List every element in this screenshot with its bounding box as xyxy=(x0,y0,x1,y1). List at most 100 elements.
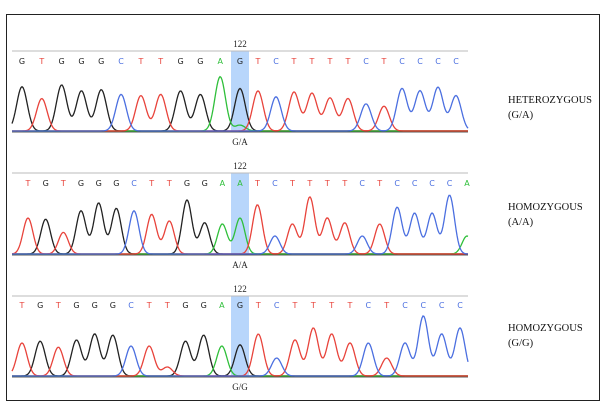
base-call: C xyxy=(366,301,372,310)
position-label: 122 xyxy=(233,39,247,49)
base-call: T xyxy=(292,301,298,310)
base-call: G xyxy=(184,179,190,188)
chromatogram-panel-2: 122 A/A T G T G G G C T T G G A A T C T T T T C T C C C C A xyxy=(11,161,470,270)
base-call: T xyxy=(137,57,143,66)
genotype-label: (G/A) xyxy=(508,110,534,121)
base-call: T xyxy=(255,57,261,66)
base-call: T xyxy=(157,57,163,66)
base-call: G xyxy=(110,301,116,310)
base-call: C xyxy=(131,179,137,188)
base-call: C xyxy=(399,57,405,66)
base-call: C xyxy=(118,57,124,66)
base-call: C xyxy=(439,301,445,310)
base-call: G xyxy=(113,179,119,188)
base-call: G xyxy=(73,301,79,310)
base-call: T xyxy=(254,179,260,188)
base-call: G xyxy=(177,57,183,66)
figure-frame xyxy=(6,14,600,401)
base-call: C xyxy=(363,57,369,66)
base-call: T xyxy=(289,179,295,188)
base-call: A xyxy=(217,57,223,66)
zygosity-label: HOMOZYGOUS xyxy=(508,323,583,334)
base-call: C xyxy=(435,57,441,66)
base-call: G xyxy=(237,57,243,66)
base-call: T xyxy=(324,179,330,188)
base-call: C xyxy=(417,57,423,66)
base-call: C xyxy=(274,301,280,310)
base-call: G xyxy=(92,301,98,310)
base-call: A xyxy=(219,301,225,310)
base-call: T xyxy=(310,301,316,310)
base-call: C xyxy=(421,301,427,310)
base-call: T xyxy=(291,57,297,66)
base-call: T xyxy=(328,301,334,310)
base-call: A xyxy=(220,179,226,188)
base-call: G xyxy=(19,57,25,66)
base-call: G xyxy=(201,301,207,310)
genotype-call: A/A xyxy=(232,260,248,270)
base-call: T xyxy=(376,179,382,188)
base-call: G xyxy=(37,301,43,310)
chromatogram-panel-1: 122 G/A G T G G G C T T G G A G T C T T T T C T C C C C xyxy=(11,39,469,147)
chromatogram-panel-3: 122 G/G T G T G G G C T T G G A G T C T T T T C T C C C C xyxy=(11,284,469,392)
trace-C xyxy=(12,194,468,255)
base-call: A xyxy=(237,179,243,188)
genotype-call: G/G xyxy=(232,382,248,392)
base-call: C xyxy=(447,179,453,188)
base-call: T xyxy=(255,301,261,310)
base-call: T xyxy=(146,301,152,310)
base-call: T xyxy=(327,57,333,66)
base-call: A xyxy=(464,179,470,188)
base-call: T xyxy=(347,301,353,310)
genotype-label-2: HOMOZYGOUS (A/A) xyxy=(508,200,583,230)
base-call: C xyxy=(453,57,459,66)
base-call: T xyxy=(60,179,66,188)
base-call: G xyxy=(43,179,49,188)
base-call: C xyxy=(359,179,365,188)
base-call: C xyxy=(429,179,435,188)
base-call: G xyxy=(96,179,102,188)
zygosity-label: HOMOZYGOUS xyxy=(508,202,583,213)
base-call: C xyxy=(402,301,408,310)
base-call: C xyxy=(128,301,134,310)
highlight-band xyxy=(231,173,249,255)
base-call: T xyxy=(306,179,312,188)
base-call: T xyxy=(164,301,170,310)
base-call: T xyxy=(309,57,315,66)
base-call: C xyxy=(412,179,418,188)
base-call: T xyxy=(345,57,351,66)
base-call: G xyxy=(202,179,208,188)
base-call: C xyxy=(273,57,279,66)
genotype-label-1: HETEROZYGOUS (G/A) xyxy=(508,93,592,123)
base-call: C xyxy=(457,301,463,310)
genotype-label: (G/G) xyxy=(508,338,534,349)
base-call: G xyxy=(98,57,104,66)
genotype-label-3: HOMOZYGOUS (G/G) xyxy=(508,321,583,351)
base-call: C xyxy=(394,179,400,188)
trace-C xyxy=(12,315,469,377)
base-call: G xyxy=(78,57,84,66)
base-call: T xyxy=(19,301,25,310)
base-call: T xyxy=(166,179,172,188)
base-call: T xyxy=(341,179,347,188)
position-label: 122 xyxy=(233,161,247,171)
base-call: T xyxy=(38,57,44,66)
base-call: T xyxy=(148,179,154,188)
base-call: G xyxy=(197,57,203,66)
base-call: G xyxy=(237,301,243,310)
zygosity-label: HETEROZYGOUS xyxy=(508,95,592,106)
base-call: T xyxy=(25,179,31,188)
highlight-band xyxy=(231,51,249,132)
base-call: G xyxy=(59,57,65,66)
base-call: C xyxy=(272,179,278,188)
position-label: 122 xyxy=(233,284,247,294)
base-call: G xyxy=(182,301,188,310)
base-call: G xyxy=(78,179,84,188)
genotype-call: G/A xyxy=(232,137,248,147)
trace-C xyxy=(12,86,469,132)
base-call: T xyxy=(383,301,389,310)
base-call: T xyxy=(381,57,387,66)
base-call: T xyxy=(55,301,61,310)
genotype-label: (A/A) xyxy=(508,217,534,228)
